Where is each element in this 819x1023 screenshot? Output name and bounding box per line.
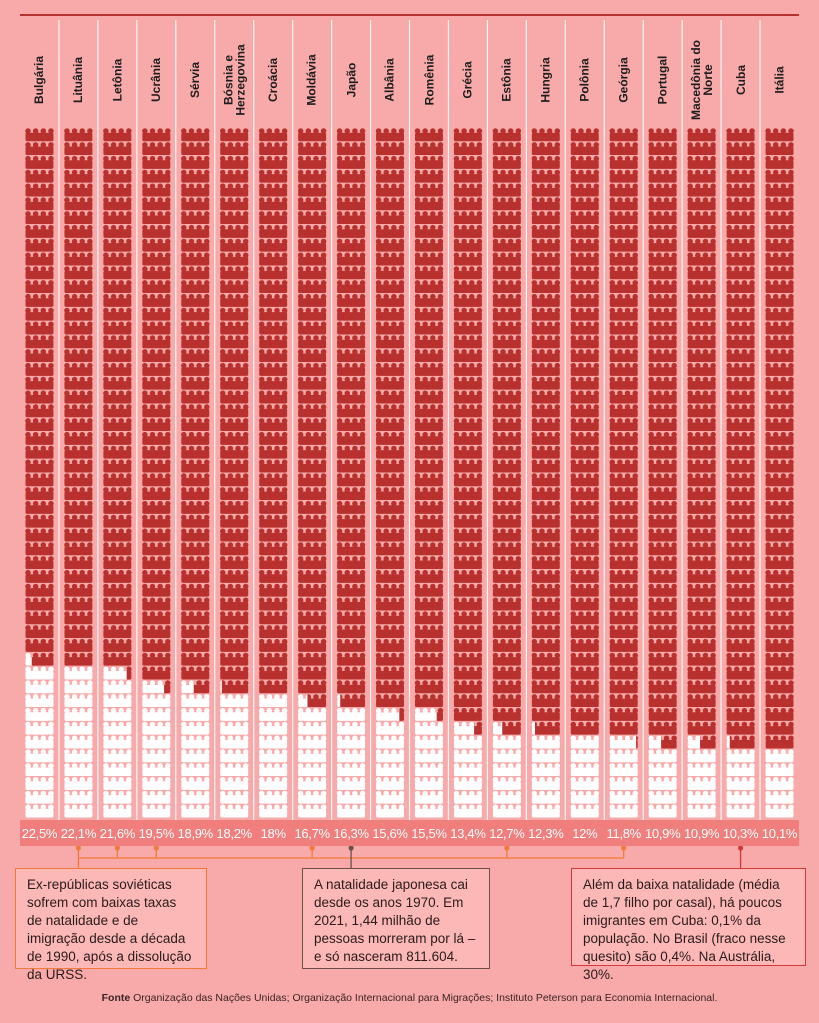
country-label: Portugal — [645, 30, 681, 130]
top-rule — [20, 14, 799, 16]
bar-3 — [103, 128, 132, 818]
bar-6 — [219, 128, 249, 818]
percent-label: 10,3% — [722, 825, 759, 841]
percent-label: 16,3% — [333, 825, 369, 841]
bar-16 — [609, 128, 638, 818]
bar-15 — [570, 128, 600, 818]
country-label-text: Letônia — [110, 58, 125, 102]
bar-10 — [375, 128, 405, 818]
note-soviet-republics: Ex-repúblicas soviéticas sofrem com baix… — [15, 868, 207, 982]
bar-9 — [336, 128, 366, 818]
percent-label: 12,7% — [489, 825, 525, 841]
note-japan: A natalidade japonesa cai desde os anos … — [302, 868, 490, 969]
country-label-text: Ucrânia — [149, 57, 164, 103]
percent-label: 13,4% — [450, 825, 486, 841]
bar-13 — [492, 128, 522, 818]
country-label-text: Sérvia — [188, 61, 203, 99]
percent-label: 12% — [572, 825, 598, 841]
country-label: Estônia — [489, 30, 525, 130]
percent-label: 18% — [260, 825, 286, 841]
percent-label: 12,3% — [528, 825, 564, 841]
country-label: Albânia — [372, 30, 408, 130]
bar-19 — [726, 128, 755, 818]
source-label: Fonte — [101, 992, 131, 1004]
country-label: Romênia — [411, 30, 447, 130]
country-label-text: Cuba — [733, 65, 748, 95]
percent-label: 22,1% — [60, 825, 97, 841]
source-line: Fonte Organização das Nações Unidas; Org… — [0, 992, 819, 1004]
percent-label: 16,7% — [294, 825, 330, 841]
country-label-text: Croácia — [266, 57, 281, 103]
country-label-text: Romênia — [421, 54, 436, 106]
country-label-text: Bulgária — [32, 55, 47, 105]
percent-label: 19,5% — [138, 825, 175, 841]
note-cuba: Além da baixa natalidade (média de 1,7 f… — [571, 868, 806, 982]
bar-2 — [64, 128, 93, 818]
percent-label: 10,1% — [761, 825, 798, 841]
percent-band — [20, 820, 799, 846]
country-label-text: Grécia — [460, 61, 475, 99]
country-label-text: Polônia — [577, 58, 592, 102]
country-label: Hungria — [528, 30, 564, 130]
percent-label: 15,6% — [372, 825, 408, 841]
country-label: Polônia — [567, 30, 603, 130]
country-label: Sérvia — [177, 30, 213, 130]
country-label: Macedônia do Norte — [684, 30, 720, 130]
country-label: Croácia — [255, 30, 291, 130]
bar-4 — [142, 128, 171, 818]
country-label-text: Bósnia e Herzegovina — [221, 44, 248, 116]
bar-12 — [453, 128, 483, 818]
percent-label: 18,2% — [216, 825, 253, 841]
country-label: Lituânia — [60, 30, 96, 130]
percent-label: 18,9% — [177, 825, 214, 841]
percent-label: 10,9% — [644, 825, 681, 841]
percent-label: 11,8% — [606, 825, 642, 841]
country-label: Itália — [762, 30, 798, 130]
percent-label: 22,5% — [21, 825, 58, 841]
country-label-text: Albânia — [383, 58, 398, 102]
country-label: Bósnia e Herzegovina — [216, 30, 252, 130]
country-label: Letônia — [99, 30, 135, 130]
country-label: Grécia — [450, 30, 486, 130]
source-text: Organização das Nações Unidas; Organizaç… — [133, 992, 718, 1004]
bar-7 — [258, 128, 288, 818]
percent-label: 15,5% — [411, 825, 447, 841]
country-label: Bulgária — [21, 30, 57, 130]
bar-17 — [648, 128, 677, 818]
bar-5 — [181, 128, 210, 818]
bar-1 — [25, 128, 54, 818]
country-label-text: Itália — [772, 66, 787, 94]
country-label: Moldávia — [294, 30, 330, 130]
bar-14 — [531, 128, 561, 818]
bar-18 — [687, 128, 716, 818]
country-label-text: Lituânia — [71, 56, 86, 104]
country-label-text: Macedônia do Norte — [688, 39, 715, 121]
country-label: Cuba — [723, 30, 759, 130]
country-label-text: Portugal — [655, 55, 670, 105]
percent-label: 21,6% — [99, 825, 136, 841]
country-label: Japão — [333, 30, 369, 130]
country-label-text: Geórgia — [616, 57, 631, 103]
country-label: Geórgia — [606, 30, 642, 130]
country-label: Ucrânia — [138, 30, 174, 130]
country-label-text: Estônia — [499, 58, 514, 102]
bar-8 — [297, 128, 327, 818]
country-label-text: Japão — [344, 62, 359, 98]
note-connectors — [75, 845, 744, 868]
bar-20 — [765, 128, 794, 818]
country-label-text: Moldávia — [305, 54, 320, 106]
bar-11 — [414, 128, 444, 818]
country-label-text: Hungria — [538, 57, 553, 103]
percent-label: 10,9% — [683, 825, 720, 841]
